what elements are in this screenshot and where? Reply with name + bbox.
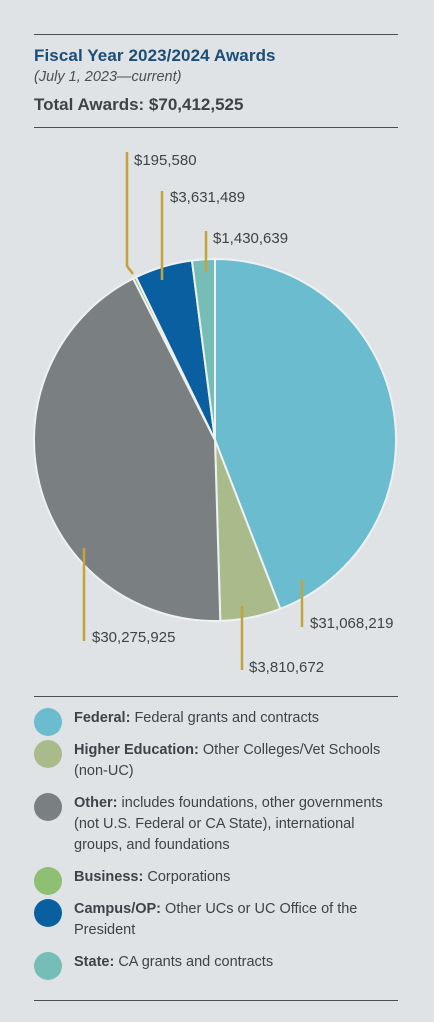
leader-line-business xyxy=(125,152,134,275)
legend-item-campus-op: Campus/OP: Other UCs or UC Office of the… xyxy=(34,899,398,941)
data-label-campus-op: $3,631,489 xyxy=(170,189,245,206)
legend-item-higher-education: Higher Education: Other Colleges/Vet Sch… xyxy=(34,740,398,782)
data-label-state: $1,430,639 xyxy=(213,230,288,247)
legend-key-federal: Federal: xyxy=(74,710,131,726)
legend: Federal: Federal grants and contracts Hi… xyxy=(34,708,398,984)
legend-text-federal: Federal grants and contracts xyxy=(134,710,320,726)
legend-text-campus-op: Other UCs or UC Office of the President xyxy=(74,901,358,938)
legend-top-rule xyxy=(34,696,398,697)
legend-swatch-campus-op xyxy=(34,899,62,927)
legend-item-business: Business: Corporations xyxy=(34,867,398,895)
legend-item-federal: Federal: Federal grants and contracts xyxy=(34,708,398,736)
top-rule xyxy=(34,34,398,35)
legend-text-other: includes foundations, other governments … xyxy=(74,795,383,853)
header-rule xyxy=(34,127,398,128)
legend-key-state: State: xyxy=(74,954,115,970)
data-label-federal: $31,068,219 xyxy=(310,615,393,632)
data-label-higher-education: $3,810,672 xyxy=(249,659,324,676)
legend-swatch-federal xyxy=(34,708,62,736)
pie-slice-federal xyxy=(214,257,397,611)
pie-slice-state xyxy=(190,257,216,441)
total-awards: Total Awards: $70,412,525 xyxy=(34,95,244,114)
chart-title: Fiscal Year 2023/2024 Awards xyxy=(34,46,276,65)
legend-item-state: State: CA grants and contracts xyxy=(34,952,398,980)
legend-text-higher-education: Other Colleges/Vet Schools (non-UC) xyxy=(74,742,381,779)
chart-subtitle: (July 1, 2023—current) xyxy=(34,69,182,85)
legend-key-other: Other: xyxy=(74,795,118,811)
pie-chart: $31,068,219 $3,810,672 $30,275,925 $195,580… xyxy=(33,152,397,676)
legend-text-business: Corporations xyxy=(147,869,231,885)
legend-swatch-state xyxy=(34,952,62,980)
bottom-rule xyxy=(34,1000,398,1001)
legend-item-other: Other: includes foundations, other gover… xyxy=(34,793,398,856)
legend-swatch-higher-education xyxy=(34,740,62,768)
legend-swatch-business xyxy=(34,867,62,895)
legend-text-state: CA grants and contracts xyxy=(118,954,274,970)
legend-key-campus-op: Campus/OP: xyxy=(74,901,162,917)
data-label-other: $30,275,925 xyxy=(92,629,175,646)
legend-key-business: Business: xyxy=(74,869,144,885)
legend-swatch-other xyxy=(34,793,62,821)
legend-key-higher-education: Higher Education: xyxy=(74,742,199,758)
data-label-business: $195,580 xyxy=(134,152,197,169)
pie-slice-other xyxy=(33,277,222,622)
